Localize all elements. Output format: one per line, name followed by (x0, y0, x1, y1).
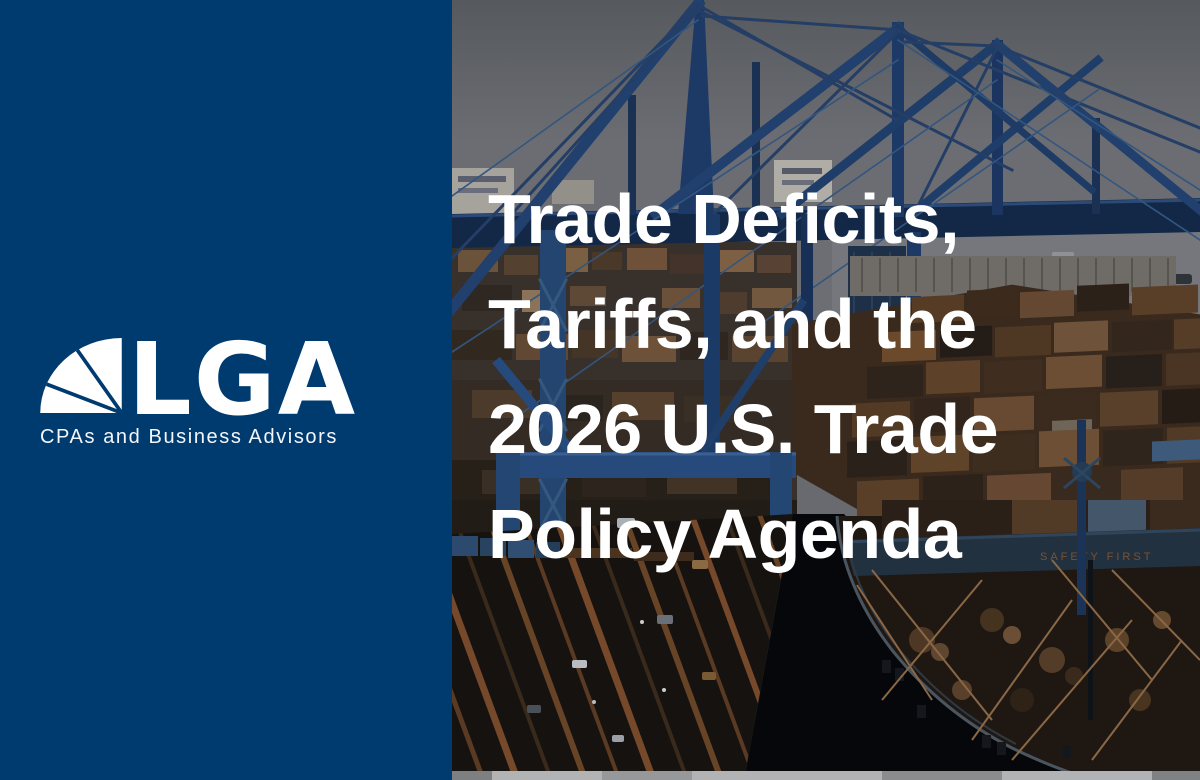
deck-winches (909, 608, 1171, 712)
lga-fan-logo-icon (40, 338, 122, 413)
title-line-2: Tariffs, and the (488, 285, 977, 363)
hull-edge (835, 515, 1098, 780)
ship-safety-text: SAFETY FIRST (1040, 551, 1153, 563)
cargo-ship-bow: SAFETY FIRST (835, 420, 1200, 780)
crane-mast (678, 0, 714, 214)
thin-cables (452, 18, 1200, 422)
deck-bollards (882, 660, 1071, 758)
title-line-4: Policy Agenda (488, 495, 962, 573)
rigging-lines (856, 559, 1200, 761)
quay (452, 514, 793, 780)
brand-wordmark: LGA (128, 321, 358, 438)
trucks (527, 518, 716, 742)
bottom-strip (452, 771, 1200, 780)
ship-mast (1077, 420, 1086, 615)
brand-panel: LGA CPAs and Business Advisors (0, 0, 452, 780)
rail-containers (452, 536, 694, 561)
title-line-1: Trade Deficits, (488, 180, 960, 258)
tie-cables (452, 1, 1200, 261)
brand-tagline: CPAs and Business Advisors (40, 426, 339, 448)
title-line-3: 2026 U.S. Trade (488, 390, 999, 468)
crane-mast (992, 40, 1003, 215)
hero-photo: SAFETY FIRST (452, 0, 1200, 780)
page-title: Trade Deficits, Tariffs, and the 2026 U.… (488, 167, 1168, 587)
port-scene-illustration: SAFETY FIRST (452, 0, 1200, 780)
